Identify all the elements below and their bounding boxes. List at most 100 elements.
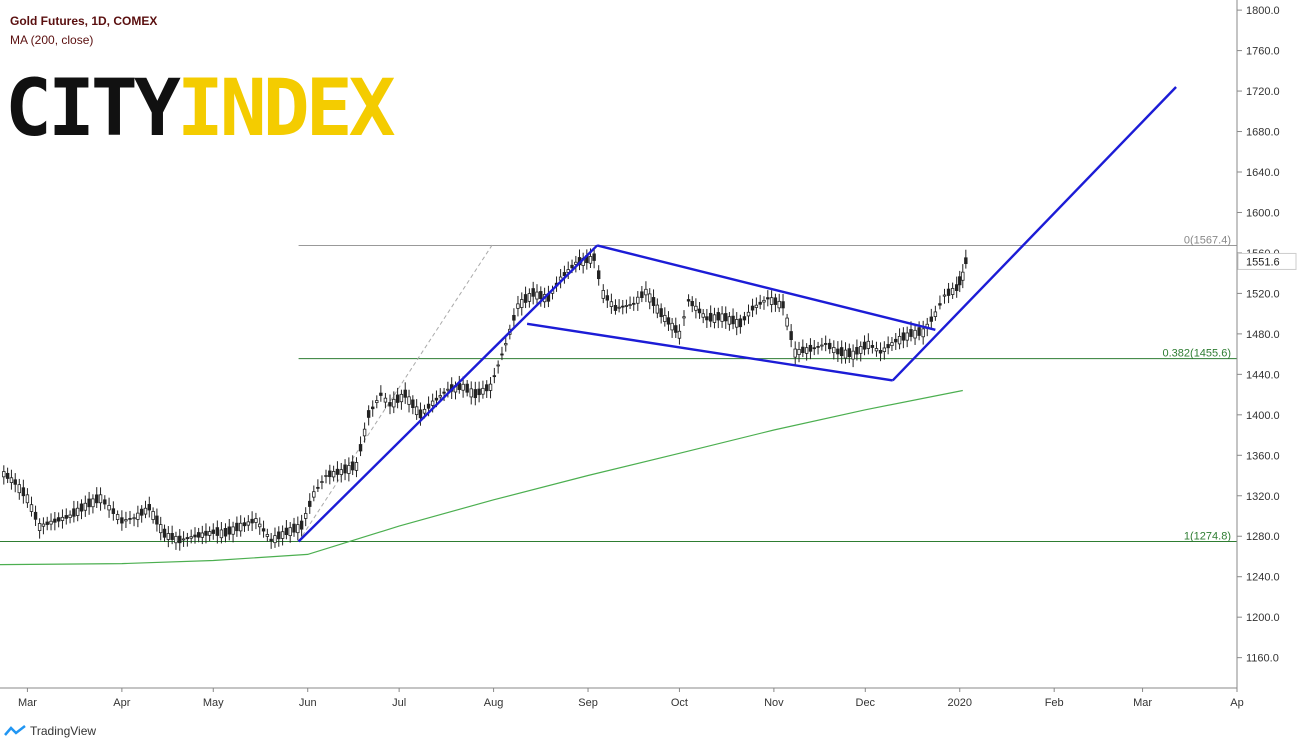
candle-body bbox=[682, 316, 686, 319]
price-axis: 1800.01760.01720.01680.01640.01600.01560… bbox=[1236, 0, 1297, 688]
candle-body bbox=[690, 301, 694, 307]
x-tick-label: Nov bbox=[764, 697, 784, 709]
candle-body bbox=[193, 534, 197, 538]
candle-body bbox=[933, 311, 938, 317]
trendline bbox=[297, 244, 599, 543]
candle-body bbox=[659, 308, 663, 318]
candle-body bbox=[211, 529, 215, 534]
candle-body bbox=[644, 288, 648, 296]
time-axis: Mar Apr May Jun Jul Aug Sep Oct Nov Dec 2020 Feb Mar… bbox=[0, 687, 1244, 709]
candle-body bbox=[823, 343, 828, 345]
fib-level-label: 0(1567.4) bbox=[1184, 234, 1231, 246]
candle-body bbox=[115, 514, 120, 520]
y-tick-label: 1480.0 bbox=[1246, 329, 1280, 341]
candle-body bbox=[701, 313, 705, 318]
candle-body bbox=[362, 428, 367, 437]
ma-200-line bbox=[0, 389, 963, 566]
candle-body bbox=[159, 524, 163, 534]
x-tick-label: Mar bbox=[18, 697, 37, 709]
candle-body bbox=[21, 487, 26, 497]
candle-body bbox=[596, 270, 601, 280]
candle-body bbox=[481, 387, 485, 395]
candle-body bbox=[79, 503, 84, 512]
candle-body bbox=[738, 318, 743, 328]
candle-body bbox=[461, 383, 465, 391]
candle-body bbox=[804, 347, 809, 354]
candle-body bbox=[442, 391, 446, 394]
candle-body bbox=[41, 523, 46, 527]
candle-body bbox=[843, 349, 848, 359]
current-price-label: 1551.6 bbox=[1246, 256, 1280, 268]
y-tick-label: 1240.0 bbox=[1246, 572, 1280, 584]
candle-body bbox=[426, 403, 431, 409]
indicator-label: MA (200, close) bbox=[10, 33, 94, 47]
candle-body bbox=[296, 524, 300, 534]
candle-body bbox=[613, 305, 618, 311]
candle-body bbox=[312, 491, 316, 498]
candle-body bbox=[258, 523, 262, 528]
candle-body bbox=[651, 297, 656, 306]
candle-body bbox=[37, 523, 42, 531]
candle-body bbox=[636, 296, 640, 304]
candle-body bbox=[422, 408, 427, 414]
candle-body bbox=[742, 316, 747, 321]
candle-body bbox=[139, 508, 144, 516]
candle-body bbox=[535, 291, 539, 300]
candle-body bbox=[350, 461, 355, 471]
candle-body bbox=[174, 535, 178, 544]
candle-body bbox=[273, 535, 277, 544]
candle-body bbox=[866, 340, 871, 349]
candle-body bbox=[269, 538, 273, 542]
candle-body bbox=[839, 347, 844, 357]
candle-body bbox=[331, 471, 336, 478]
y-tick-label: 1800.0 bbox=[1246, 5, 1280, 17]
candle-body bbox=[235, 522, 239, 532]
y-tick-label: 1760.0 bbox=[1246, 46, 1280, 58]
candle-body bbox=[288, 527, 292, 537]
candle-body bbox=[516, 303, 520, 309]
candle-body bbox=[411, 399, 415, 408]
candle-body bbox=[820, 344, 824, 347]
candle-body bbox=[438, 395, 442, 398]
candle-body bbox=[25, 494, 30, 504]
candle-body bbox=[828, 342, 832, 350]
candle-body bbox=[56, 517, 61, 522]
y-tick-label: 1400.0 bbox=[1246, 410, 1280, 422]
candle-body bbox=[469, 388, 473, 398]
candle-body bbox=[592, 253, 596, 261]
plot-area: 0(1567.4) 0.382(1455.6) 1(1274.8) bbox=[0, 86, 1237, 566]
candle-body bbox=[324, 475, 328, 477]
candle-body bbox=[280, 531, 285, 539]
candle-body bbox=[523, 294, 528, 303]
candle-body bbox=[808, 344, 813, 352]
candle-body bbox=[624, 305, 629, 307]
candle-body bbox=[797, 348, 801, 355]
candle-body bbox=[913, 329, 917, 339]
candle-body bbox=[196, 532, 201, 538]
candle-body bbox=[143, 507, 148, 515]
candle-body bbox=[320, 481, 324, 483]
tradingview-icon bbox=[4, 725, 26, 736]
y-tick-label: 1440.0 bbox=[1246, 369, 1280, 381]
candle-body bbox=[120, 517, 124, 524]
candle-body bbox=[785, 317, 789, 327]
candle-body bbox=[705, 316, 709, 321]
x-tick-label: Ap bbox=[1230, 697, 1243, 709]
candle-body bbox=[68, 514, 72, 518]
candle-body bbox=[504, 343, 508, 346]
tradingview-attribution[interactable]: TradingView bbox=[4, 724, 96, 738]
candle-body bbox=[132, 517, 136, 520]
candle-body bbox=[492, 375, 497, 378]
candle-body bbox=[383, 397, 388, 403]
candle-body bbox=[265, 534, 270, 537]
x-tick-label: Feb bbox=[1045, 697, 1064, 709]
x-tick-label: Jun bbox=[299, 697, 317, 709]
candle-body bbox=[769, 297, 774, 305]
candle-body bbox=[343, 464, 347, 474]
candle-body bbox=[414, 406, 419, 416]
candle-body bbox=[648, 293, 652, 303]
candle-body bbox=[588, 256, 593, 264]
y-tick-label: 1720.0 bbox=[1246, 86, 1280, 98]
logo-part-city: CITY bbox=[5, 64, 181, 154]
